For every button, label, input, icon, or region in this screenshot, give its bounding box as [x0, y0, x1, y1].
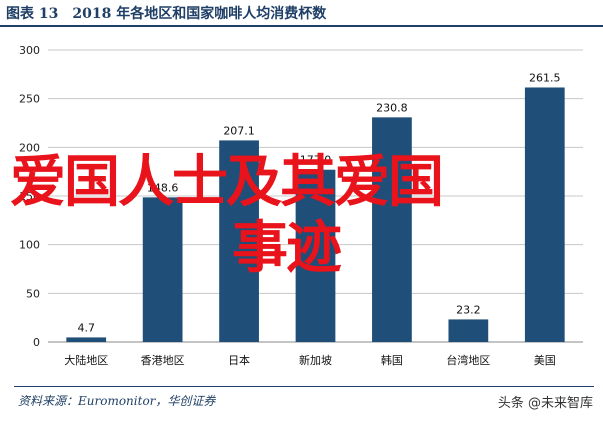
data-label-4: 230.8: [376, 101, 408, 114]
bar-6: [524, 87, 565, 342]
data-label-6: 261.5: [529, 71, 561, 84]
footer-rule: [14, 386, 594, 387]
category-label-1: 香港地区: [141, 354, 185, 367]
bar-4: [372, 117, 412, 342]
figure-header: 图表 13 2018 年各地区和国家咖啡人均消费杯数: [0, 0, 603, 27]
y-tick-label-100: 100: [19, 239, 40, 252]
y-tick-label-300: 300: [19, 44, 40, 57]
category-label-4: 韩国: [381, 353, 403, 367]
y-tick-label-0: 0: [33, 336, 40, 349]
figure-title: 图表 13 2018 年各地区和国家咖啡人均消费杯数: [6, 6, 327, 22]
category-label-5: 台湾地区: [446, 353, 490, 367]
y-tick-label-250: 250: [19, 93, 40, 106]
overlay-caption-line-1: 爱国人士及其爱国: [10, 150, 444, 215]
y-tick-label-50: 50: [26, 287, 40, 300]
data-label-2: 207.1: [223, 124, 255, 137]
category-label-3: 新加坡: [299, 353, 332, 367]
bar-2: [219, 140, 259, 342]
attribution-watermark: 头条 @未来智库: [497, 396, 593, 411]
source-note: 资料来源：Euromonitor，华创证券: [18, 394, 216, 408]
bar-0: [66, 337, 107, 342]
category-label-2: 日本: [228, 353, 250, 367]
data-label-1: 148.6: [147, 181, 179, 194]
category-label-6: 美国: [534, 354, 556, 367]
y-tick-label-150: 150: [19, 190, 40, 203]
category-label-0: 大陆地区: [64, 353, 108, 367]
overlay-caption-line-2: 事迹: [232, 216, 342, 281]
bar-1: [142, 197, 183, 342]
bar-chart: 0 50 100 150 200 250 300 4.7 大陆地区 148.6 香港地区 207.1 日…: [19, 44, 583, 367]
header-rule: [0, 25, 603, 27]
data-label-0: 4.7: [77, 321, 95, 334]
y-tick-label-200: 200: [19, 141, 40, 154]
bar-5: [448, 319, 489, 342]
bar-3: [295, 169, 336, 342]
data-label-3: 177.0: [300, 154, 332, 167]
data-label-5: 23.2: [456, 303, 481, 316]
